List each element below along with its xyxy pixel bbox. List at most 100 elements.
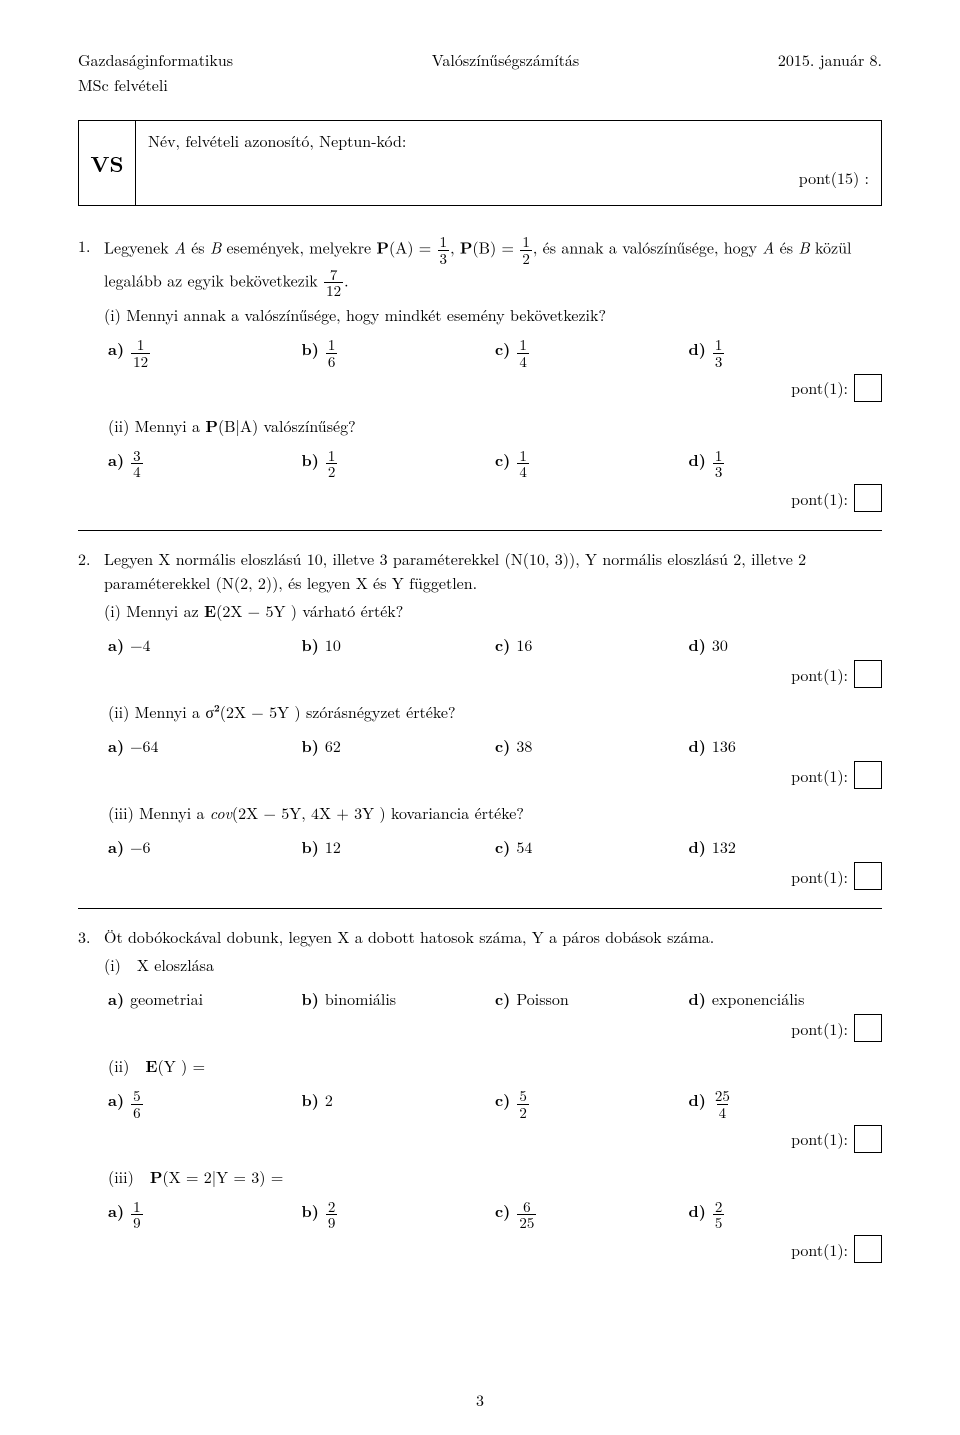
label-a: a) (108, 633, 124, 656)
d: 3 (713, 353, 725, 370)
t: A (174, 236, 186, 259)
v: 10 (325, 633, 341, 656)
pont-box (854, 761, 882, 789)
vs-label: VS (78, 120, 136, 206)
v: 136 (712, 734, 736, 757)
label-a: a) (108, 448, 124, 471)
label-b: b) (302, 633, 319, 656)
problem-3: 3. Öt dobókockával dobunk, legyen X a do… (78, 925, 882, 1263)
d: 25 (517, 1214, 536, 1231)
label-a: a) (108, 1088, 124, 1111)
label-b: b) (302, 1199, 319, 1222)
d: 2 (326, 463, 338, 480)
v: geometriai (130, 987, 203, 1010)
t: (B|A) valószínűség? (218, 414, 356, 437)
label-d: d) (689, 1088, 706, 1111)
v: 132 (712, 835, 736, 858)
pont-label: pont(1): (791, 1017, 848, 1040)
d: 3 (713, 463, 725, 480)
q3-iii-choices: a)19 b)29 c)625 d)25 (108, 1199, 882, 1232)
pont-label: pont(1): (791, 1238, 848, 1261)
d: 9 (131, 1214, 143, 1231)
t: (iii) (108, 1165, 134, 1188)
d: 3 (438, 250, 450, 267)
t: és (186, 236, 210, 259)
divider (78, 530, 882, 531)
t: B (798, 236, 809, 259)
label-a: a) (108, 734, 124, 757)
t: és (774, 236, 798, 259)
v: 16 (516, 633, 532, 656)
label-c: c) (495, 1088, 510, 1111)
v: binomiális (325, 987, 396, 1010)
t: (ii) Mennyi a (108, 414, 205, 437)
t: Legyen X normális eloszlású 10, illetve … (104, 547, 806, 594)
problem-2: 2. Legyen X normális eloszlású 10, illet… (78, 547, 882, 890)
q3-iii: (iii) P(X = 2|Y = 3) = (108, 1165, 882, 1189)
d: 2 (520, 250, 532, 267)
q3-ii-choices: a)56 b)2 c)52 d)254 (108, 1088, 882, 1121)
t: (B) = (472, 236, 519, 259)
t: Legyenek (104, 236, 174, 259)
d: 4 (131, 463, 143, 480)
pont-label: pont(1): (791, 487, 848, 510)
q1-i-choices: a)112 b)16 c)14 d)13 (108, 337, 882, 370)
pont-label: pont(1): (791, 764, 848, 787)
t: (2X − 5Y ) szórásnégyzet értéke? (220, 700, 456, 723)
label-d: d) (689, 337, 706, 360)
v: exponenciális (712, 987, 805, 1010)
d: 12 (131, 353, 150, 370)
pont-label: pont(1): (791, 1127, 848, 1150)
frac: 29 (326, 1199, 338, 1232)
label-d: d) (689, 1199, 706, 1222)
divider (78, 908, 882, 909)
header-right: 2015. január 8. (778, 48, 882, 71)
q3-body: Öt dobókockával dobunk, legyen X a dobot… (104, 925, 714, 977)
frac: 112 (131, 337, 150, 370)
frac: 25 (713, 1199, 725, 1232)
pont15-label: pont(15) : (148, 166, 869, 189)
header-left-sub: MSc felvételi (78, 73, 882, 96)
t: (2X − 5Y, 4X + 3Y ) kovariancia értéke? (232, 801, 524, 824)
d: 2 (517, 1104, 529, 1121)
q3-i-choices: a)geometriai b)binomiális c)Poisson d)ex… (108, 987, 882, 1010)
d: 6 (326, 353, 338, 370)
t: (Y ) = (157, 1054, 205, 1077)
frac: 14 (517, 337, 529, 370)
name-label: Név, felvételi azonosító, Neptun-kód: (148, 129, 869, 152)
pont-box (854, 484, 882, 512)
t: cov (210, 801, 232, 824)
pont-box (854, 374, 882, 402)
q1-ii: (ii) Mennyi a P(B|A) valószínűség? (108, 414, 882, 438)
label-c: c) (495, 987, 510, 1010)
label-a: a) (108, 1199, 124, 1222)
frac: 13 (713, 337, 725, 370)
t: , (450, 236, 460, 259)
frac: 14 (517, 448, 529, 481)
frac: 19 (131, 1199, 143, 1232)
d: 4 (517, 353, 529, 370)
label-d: d) (689, 448, 706, 471)
label-b: b) (302, 734, 319, 757)
q1-number: 1. (78, 234, 96, 258)
t: P (205, 414, 218, 437)
d: 12 (324, 282, 343, 299)
q1-body: Legyenek A és B események, melyekre P(A)… (104, 234, 882, 327)
frac: 52 (517, 1088, 529, 1121)
label-c: c) (495, 835, 510, 858)
label-a: a) (108, 337, 124, 360)
frac: 625 (517, 1199, 536, 1232)
d: 5 (713, 1214, 725, 1231)
frac: 712 (324, 267, 343, 300)
t: , és annak a valószínűsége, hogy (533, 236, 763, 259)
q2-i-choices: a)−4 b)10 c)16 d)30 (108, 633, 882, 656)
t: (i) Mennyi az (104, 599, 204, 622)
label-d: d) (689, 734, 706, 757)
v: −6 (130, 835, 150, 858)
label-c: c) (495, 633, 510, 656)
t: P (150, 1165, 163, 1188)
v: 38 (516, 734, 532, 757)
frac: 34 (131, 448, 143, 481)
q2-ii: (ii) Mennyi a σ2(2X − 5Y ) szórásnégyzet… (108, 700, 882, 724)
t: X eloszlása (137, 953, 214, 976)
